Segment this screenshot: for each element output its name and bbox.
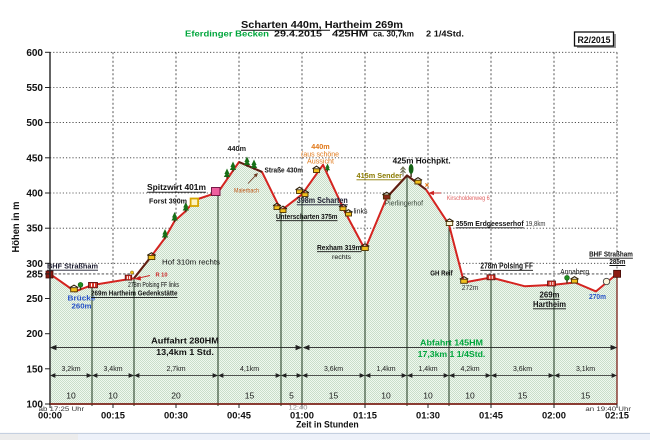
svg-text:17,3km 1 1/4Std.: 17,3km 1 1/4Std.: [418, 349, 486, 359]
svg-text:Pierlingerhof: Pierlingerhof: [385, 199, 424, 208]
svg-text:01:45: 01:45: [479, 411, 504, 422]
svg-text:3,2km: 3,2km: [61, 366, 80, 373]
svg-text:01:15: 01:15: [353, 411, 378, 422]
svg-text:Annaberg: Annaberg: [560, 267, 589, 276]
svg-text:2,7km: 2,7km: [166, 366, 185, 373]
svg-text:285m: 285m: [609, 257, 625, 266]
svg-text:15: 15: [581, 391, 591, 401]
svg-text:Eferdinger Becken: Eferdinger Becken: [185, 29, 269, 39]
svg-text:Straße 430m: Straße 430m: [265, 165, 304, 174]
svg-text:ab 17:25 Uhr: ab 17:25 Uhr: [39, 406, 86, 413]
svg-text:Scharten 440m, Hartheim 269m: Scharten 440m, Hartheim 269m: [241, 19, 403, 31]
svg-text:425m Hochpkt.: 425m Hochpkt.: [393, 156, 451, 166]
svg-text:29.4.2015: 29.4.2015: [274, 29, 322, 39]
svg-text:3,6km: 3,6km: [513, 366, 532, 373]
svg-text:272m: 272m: [462, 285, 479, 292]
svg-text:550: 550: [26, 83, 43, 94]
svg-text:Rexham 319m: Rexham 319m: [317, 243, 362, 252]
svg-text:3,1km: 3,1km: [576, 366, 595, 373]
svg-text:3,6km: 3,6km: [324, 366, 343, 373]
svg-text:Brücke: Brücke: [68, 294, 96, 303]
svg-text:BHF Straßham: BHF Straßham: [47, 262, 98, 271]
svg-text:269m Hartheim Gedenkstätte: 269m Hartheim Gedenkstätte: [91, 289, 178, 298]
svg-text:415m Sender: 415m Sender: [357, 171, 403, 180]
svg-text:260m: 260m: [72, 302, 92, 311]
svg-text:00:15: 00:15: [101, 411, 126, 422]
svg-text:10: 10: [423, 391, 433, 401]
svg-text:1,4km: 1,4km: [376, 366, 395, 373]
svg-text:rechts: rechts: [332, 254, 352, 261]
svg-text:10: 10: [381, 391, 391, 401]
svg-text:01:00: 01:00: [290, 411, 314, 422]
svg-text:440m: 440m: [311, 142, 330, 151]
svg-text:Auffahrt 280HM: Auffahrt 280HM: [151, 336, 219, 346]
svg-text:10: 10: [465, 391, 475, 401]
svg-text:GH Reif: GH Reif: [430, 269, 453, 278]
svg-text:an 19:40 Uhr: an 19:40 Uhr: [585, 406, 632, 413]
svg-text:01:30: 01:30: [416, 411, 440, 422]
svg-text:3,4km: 3,4km: [103, 366, 122, 373]
svg-text:19,8km: 19,8km: [526, 221, 546, 228]
svg-text:15: 15: [245, 391, 255, 401]
svg-text:500: 500: [26, 118, 43, 129]
svg-text:Malerbach: Malerbach: [234, 188, 259, 195]
svg-text:02:00: 02:00: [542, 411, 566, 422]
svg-text:Unterscharten 375m: Unterscharten 375m: [276, 212, 338, 221]
svg-text:links: links: [354, 209, 368, 216]
svg-text:Kirscholdenweg 6: Kirscholdenweg 6: [447, 195, 490, 202]
svg-text:4,2km: 4,2km: [460, 366, 479, 373]
svg-text:10: 10: [66, 391, 76, 401]
svg-text:R 10: R 10: [156, 273, 168, 279]
svg-text:00:30: 00:30: [164, 411, 188, 422]
svg-text:278m Polsing FF links: 278m Polsing FF links: [128, 282, 179, 289]
svg-text:Aussicht: Aussicht: [307, 156, 334, 165]
svg-text:13,4km 1 Std.: 13,4km 1 Std.: [156, 347, 214, 357]
svg-text:Höhen in m: Höhen in m: [11, 201, 22, 252]
svg-text:250: 250: [26, 294, 43, 305]
svg-text:Forst 390m: Forst 390m: [149, 197, 187, 206]
svg-text:Abfahrt 145HM: Abfahrt 145HM: [420, 337, 483, 347]
svg-text:20: 20: [171, 391, 181, 401]
svg-text:(aus schöne: (aus schöne: [301, 149, 339, 158]
svg-text:15: 15: [329, 391, 339, 401]
svg-text:12:40: 12:40: [289, 405, 308, 412]
svg-text:400: 400: [26, 189, 43, 200]
svg-text:150: 150: [26, 364, 43, 375]
svg-text:300: 300: [26, 259, 43, 270]
svg-text:00:45: 00:45: [227, 411, 252, 422]
svg-text:Hartheim: Hartheim: [533, 299, 566, 309]
svg-text:15: 15: [518, 391, 528, 401]
svg-text:100: 100: [26, 400, 43, 411]
svg-text:600: 600: [26, 48, 43, 59]
svg-text:Spitzwirt 401m: Spitzwirt 401m: [147, 182, 206, 192]
svg-text:ca. 30,7km: ca. 30,7km: [373, 29, 414, 39]
svg-text:Zeit in Stunden: Zeit in Stunden: [296, 420, 359, 431]
svg-text:269m: 269m: [540, 290, 560, 300]
svg-text:BHF Straßham: BHF Straßham: [589, 250, 633, 259]
svg-text:425HM: 425HM: [332, 29, 368, 39]
svg-text:350: 350: [26, 224, 43, 235]
svg-text:355m Erdgeesserhof: 355m Erdgeesserhof: [456, 219, 524, 228]
svg-text:398m Scharten: 398m Scharten: [297, 196, 348, 205]
svg-text:440m: 440m: [228, 144, 247, 153]
svg-text:285: 285: [26, 269, 43, 280]
svg-text:4,1km: 4,1km: [240, 366, 259, 373]
svg-text:5: 5: [289, 391, 294, 401]
svg-text:1,4km: 1,4km: [418, 366, 437, 373]
svg-text:02:15: 02:15: [605, 411, 630, 422]
svg-text:2 1/4Std.: 2 1/4Std.: [426, 29, 464, 39]
svg-text:Hof 310m rechts: Hof 310m rechts: [162, 260, 221, 267]
svg-text:200: 200: [26, 329, 43, 340]
svg-text:R2/2015: R2/2015: [578, 35, 612, 46]
svg-text:10: 10: [108, 391, 118, 401]
svg-text:278m Polsing FF: 278m Polsing FF: [480, 262, 533, 271]
svg-text:00:00: 00:00: [38, 411, 62, 422]
svg-text:270m: 270m: [589, 292, 606, 301]
svg-text:450: 450: [26, 153, 43, 164]
